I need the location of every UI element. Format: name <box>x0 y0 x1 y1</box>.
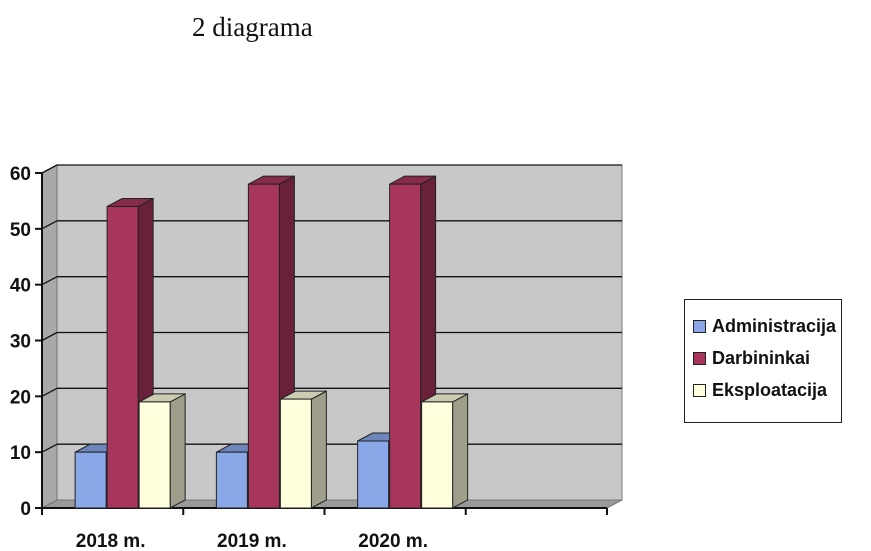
bar-darbininkai-2 <box>389 183 422 509</box>
legend-label: Darbininkai <box>712 347 811 368</box>
page-title: 2 diagrama <box>192 12 313 42</box>
y-tick-label: 40 <box>10 276 31 297</box>
legend-label: Administracija <box>712 315 837 336</box>
gridline-diagonal <box>41 220 58 230</box>
bar-eksploatacija-2 <box>421 401 454 509</box>
y-tick-label: 60 <box>10 164 31 185</box>
y-tick-label: 50 <box>10 220 31 241</box>
bar-eksploatacija-1 <box>279 398 312 509</box>
legend-swatch <box>693 383 706 397</box>
gridline-diagonal <box>41 164 58 174</box>
y-tick-label: 20 <box>10 387 31 408</box>
x-category-label: 2018 m. <box>76 531 146 551</box>
bar-side <box>310 390 327 509</box>
legend-swatch <box>693 351 706 365</box>
bar-administracija-2 <box>357 440 390 509</box>
gridline-diagonal <box>41 443 58 453</box>
x-category-label: 2020 m. <box>358 531 428 551</box>
gridline-diagonal <box>41 387 58 397</box>
legend-label: Eksploatacija <box>712 379 828 400</box>
legend-swatch <box>693 319 706 333</box>
bar-darbininkai-1 <box>247 183 280 509</box>
bar-administracija-1 <box>215 451 248 509</box>
legend-item: Darbininkai <box>693 342 841 374</box>
bar-side <box>452 393 469 509</box>
gridline-diagonal <box>41 276 58 286</box>
gridline-diagonal <box>41 331 58 342</box>
x-category-label: 2019 m. <box>217 531 287 551</box>
bar-darbininkai-0 <box>106 206 139 509</box>
bar-eksploatacija-0 <box>138 401 171 509</box>
bar-side <box>169 393 186 509</box>
y-tick-label: 10 <box>10 443 31 464</box>
y-tick-label: 30 <box>10 332 31 353</box>
y-tick-label: 0 <box>20 499 31 520</box>
bar-administracija-0 <box>74 451 107 509</box>
legend-item: Administracija <box>693 310 841 342</box>
legend: Administracija Darbininkai Eksploatacija <box>684 299 842 423</box>
legend-item: Eksploatacija <box>693 374 841 406</box>
